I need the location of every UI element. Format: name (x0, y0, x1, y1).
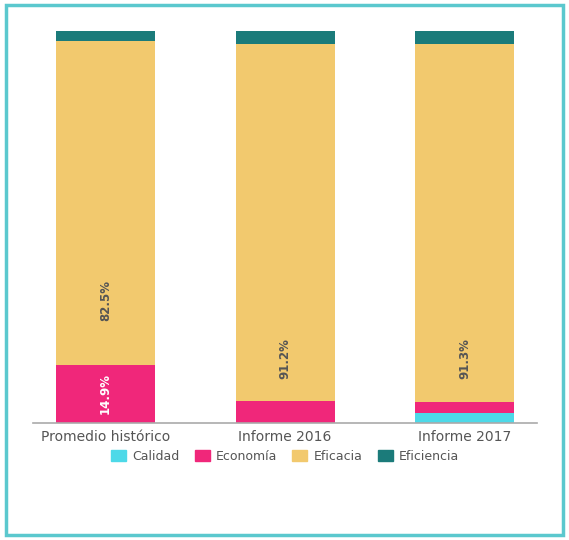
Bar (236, 31, 335, 44)
Bar (415, 44, 514, 402)
Bar (415, 414, 514, 423)
Bar (415, 402, 514, 414)
Text: 82.5%: 82.5% (99, 280, 112, 321)
Text: 14.9%: 14.9% (99, 374, 112, 415)
Legend: Calidad, Economía, Eficacia, Eficiencia: Calidad, Economía, Eficacia, Eficiencia (106, 445, 464, 468)
Bar (56, 31, 155, 42)
Bar (56, 365, 155, 423)
Bar (415, 31, 514, 44)
Bar (236, 44, 335, 401)
Text: 91.2%: 91.2% (279, 338, 292, 379)
Bar (56, 42, 155, 365)
Text: 91.3%: 91.3% (458, 338, 471, 379)
Bar (236, 401, 335, 423)
